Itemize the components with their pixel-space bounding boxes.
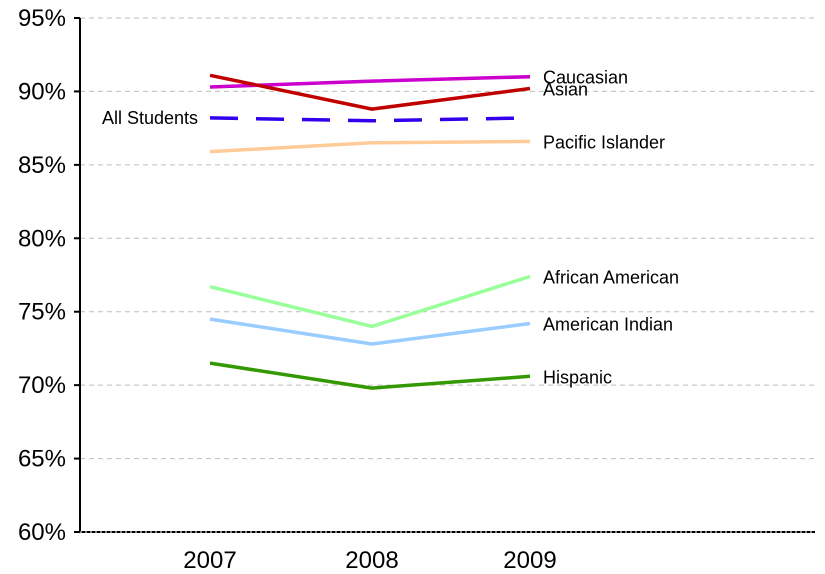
y-tick-label: 90% — [18, 78, 66, 105]
series-label: All Students — [102, 108, 198, 128]
series-label: Caucasian — [543, 68, 628, 88]
series-line — [209, 73, 531, 111]
axes — [74, 17, 815, 533]
x-tick-label: 2009 — [503, 547, 556, 574]
y-tick-label: 60% — [18, 519, 66, 546]
y-tick-label: 95% — [18, 5, 66, 32]
y-tick-label: 70% — [18, 372, 66, 399]
series-label: Asian — [543, 79, 588, 99]
series-line — [209, 139, 531, 154]
series-label: African American — [543, 267, 679, 287]
series-line — [209, 116, 531, 123]
series-label: Pacific Islander — [543, 132, 665, 152]
y-tick-label: 80% — [18, 225, 66, 252]
series-line — [209, 361, 531, 390]
x-tick-label: 2007 — [183, 547, 236, 574]
x-axis-tick-labels: 2007 2008 2009 — [183, 547, 556, 574]
y-tick-label: 85% — [18, 152, 66, 179]
series-line — [209, 274, 531, 329]
series-line — [209, 317, 531, 346]
series-lines — [209, 73, 531, 390]
y-tick-label: 65% — [18, 446, 66, 473]
x-tick-label: 2008 — [345, 547, 398, 574]
grid-lines — [80, 17, 815, 460]
y-tick-label: 75% — [18, 299, 66, 326]
series-label: Hispanic — [543, 367, 612, 387]
series-label: American Indian — [543, 314, 673, 334]
y-axis-tick-labels: 60% 65% 70% 75% 80% 85% 90% 95% — [18, 5, 66, 546]
